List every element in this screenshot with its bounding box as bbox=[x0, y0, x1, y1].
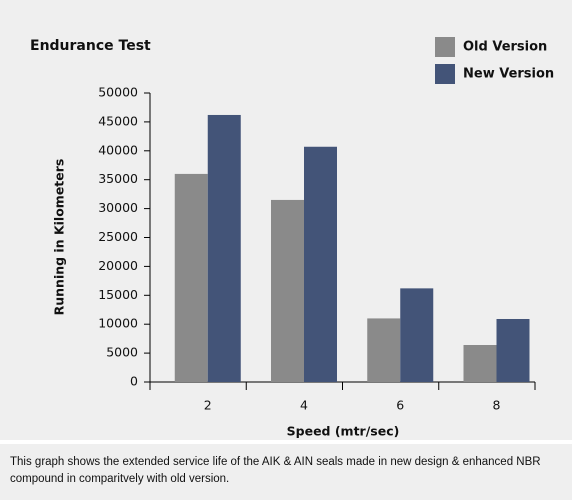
y-tick-label: 0 bbox=[130, 374, 138, 389]
y-tick-label: 30000 bbox=[98, 200, 138, 215]
bar bbox=[400, 288, 434, 382]
y-tick-label: 45000 bbox=[98, 113, 138, 128]
chart-title: Endurance Test bbox=[30, 38, 151, 54]
y-tick-label: 10000 bbox=[98, 316, 138, 331]
y-tick-label: 20000 bbox=[98, 258, 138, 273]
bar bbox=[207, 114, 241, 383]
y-axis-label: Running in Kilometers bbox=[52, 159, 67, 316]
legend-label: Old Version bbox=[463, 40, 547, 55]
y-tick-label: 35000 bbox=[98, 171, 138, 186]
x-tick-label: 4 bbox=[300, 398, 308, 413]
y-tick-label: 15000 bbox=[98, 287, 138, 302]
x-tick-label: 2 bbox=[204, 398, 212, 413]
y-tick-label: 40000 bbox=[98, 142, 138, 157]
caption: This graph shows the extended service li… bbox=[0, 444, 572, 500]
legend-swatch bbox=[435, 37, 455, 57]
bar bbox=[174, 173, 208, 382]
y-tick-label: 25000 bbox=[98, 229, 138, 244]
bar bbox=[463, 345, 497, 382]
x-tick-label: 8 bbox=[493, 398, 501, 413]
x-axis-label: Speed (mtr/sec) bbox=[287, 424, 400, 439]
y-tick-label: 50000 bbox=[98, 85, 138, 100]
chart: Endurance Test Speed (mtr/sec) Running i… bbox=[0, 0, 572, 440]
legend-swatch bbox=[435, 64, 455, 84]
bar bbox=[304, 146, 337, 382]
bar bbox=[367, 318, 401, 382]
legend-label: New Version bbox=[463, 67, 554, 82]
bar bbox=[271, 199, 304, 382]
x-tick-label: 6 bbox=[396, 398, 404, 413]
y-tick-label: 5000 bbox=[106, 345, 138, 360]
bar bbox=[496, 318, 530, 382]
